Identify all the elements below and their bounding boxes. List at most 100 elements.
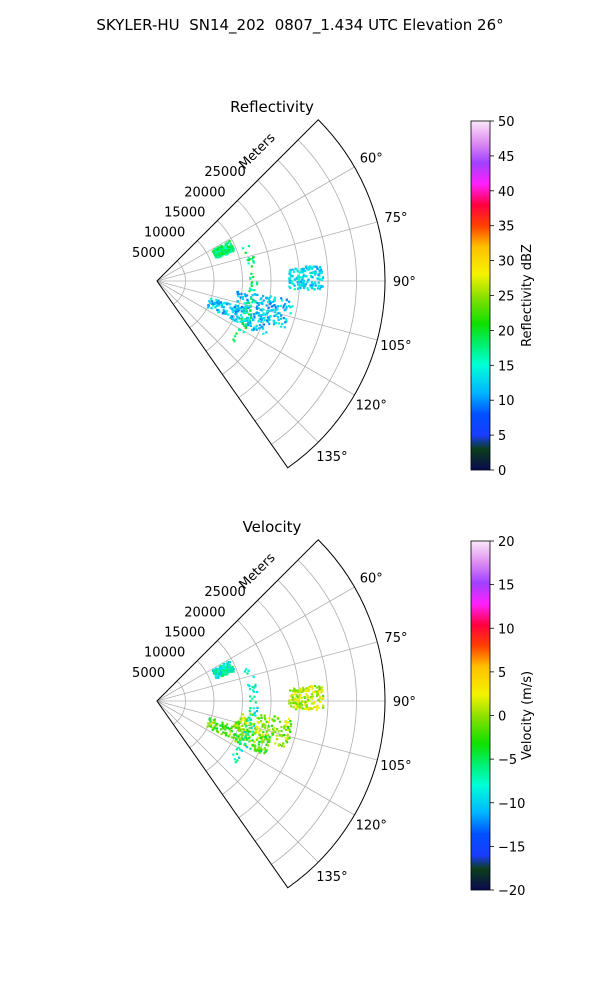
echo-cell (287, 725, 290, 729)
echo-cell (254, 301, 257, 304)
echo-cell (215, 724, 218, 727)
echo-cell (312, 265, 315, 268)
echo-cell (296, 283, 300, 286)
echo-cell (278, 312, 281, 315)
echo-cell (233, 758, 236, 761)
azimuth-spoke (156, 280, 355, 396)
echo-cell (257, 747, 260, 750)
echo-cell (317, 690, 320, 693)
echo-cell (319, 696, 322, 699)
range-ring (205, 640, 243, 772)
echo-cell (254, 727, 257, 730)
echo-cell (298, 707, 301, 710)
echo-cell (249, 305, 252, 309)
echo-cell (238, 293, 241, 296)
echo-cell (261, 733, 264, 736)
echo-cell (262, 312, 265, 315)
echo-cell (225, 312, 228, 315)
echo-cell (209, 725, 213, 728)
echo-cell (215, 667, 218, 670)
echo-cell (231, 668, 234, 671)
echo-cell (234, 304, 237, 307)
echo-cell (229, 730, 232, 733)
echo-cell (254, 748, 257, 751)
echo-cell (297, 274, 300, 277)
echo-cell (253, 315, 256, 318)
echo-cell (220, 249, 223, 252)
echo-cell (255, 328, 258, 331)
echo-cell (263, 752, 266, 755)
echo-cell (246, 311, 249, 314)
echo-cell (269, 295, 272, 298)
echo-cell (225, 251, 228, 254)
echo-cell (288, 702, 292, 705)
echo-cell (285, 305, 288, 308)
colorbar-tick-label: 0 (498, 464, 506, 479)
echo-cell (229, 668, 232, 671)
echo-cell (250, 297, 253, 300)
echo-cell (309, 284, 312, 287)
echo-cell (263, 723, 266, 726)
echo-cell (263, 319, 266, 322)
echo-cell (258, 324, 261, 327)
azimuth-spoke (156, 700, 319, 863)
angular-tick-label: 75° (384, 631, 407, 646)
echo-cell (222, 248, 225, 251)
radial-tick-label: 25000 (204, 585, 245, 600)
echo-cell (215, 674, 218, 677)
echo-cell (276, 717, 280, 720)
echo-cell (253, 732, 256, 735)
echo-cell (305, 267, 308, 270)
echo-cell (225, 673, 228, 676)
echo-cell (265, 313, 269, 316)
echo-cell (245, 302, 248, 305)
echo-cell (297, 287, 300, 290)
echo-cell (256, 721, 259, 724)
radial-tick-label: 5000 (132, 246, 165, 261)
echo-cell (317, 706, 320, 709)
echo-cell (320, 284, 323, 288)
echo-cell (256, 293, 259, 296)
echo-cell (308, 267, 311, 270)
echo-cell (310, 702, 313, 705)
echo-cell (287, 729, 290, 732)
echo-cell (277, 322, 281, 325)
echo-cell (318, 688, 321, 691)
echo-cell (314, 270, 317, 273)
colorbar-tick-label: 20 (498, 535, 515, 550)
echo-cell (235, 738, 238, 741)
echo-cell (246, 258, 249, 262)
echo-cell (319, 688, 322, 691)
echo-cell (294, 692, 297, 695)
colorbar-tick-label: 15 (498, 579, 515, 594)
echo-cell (306, 699, 310, 702)
echo-cell (239, 738, 242, 741)
echo-cell (213, 725, 216, 728)
echo-cell (233, 306, 236, 309)
radial-tick-label: 15000 (164, 206, 205, 221)
echo-cell (216, 304, 219, 307)
echo-cell (241, 718, 244, 721)
echo-cell (289, 695, 292, 698)
colorbar-label: Velocity (m/s) (520, 671, 535, 760)
echo-cell (219, 301, 222, 304)
colorbar (470, 540, 491, 891)
echo-cell (226, 242, 229, 245)
echo-cell (252, 689, 255, 692)
echo-cell (215, 298, 218, 301)
echo-cell (312, 282, 315, 286)
colorbar-label: Reflectivity dBZ (520, 244, 535, 347)
echo-cell (314, 281, 317, 284)
echo-cell (316, 704, 319, 707)
echo-cell (228, 664, 231, 667)
echo-cell (260, 318, 263, 321)
echo-cell (248, 736, 251, 739)
echo-cell (262, 294, 265, 298)
echo-cell (311, 697, 314, 700)
echo-cell (320, 686, 323, 689)
echo-cell (256, 716, 259, 719)
echo-cell (286, 741, 289, 744)
echo-cell (236, 320, 239, 323)
echo-cell (236, 290, 240, 293)
echo-cell (242, 306, 246, 309)
